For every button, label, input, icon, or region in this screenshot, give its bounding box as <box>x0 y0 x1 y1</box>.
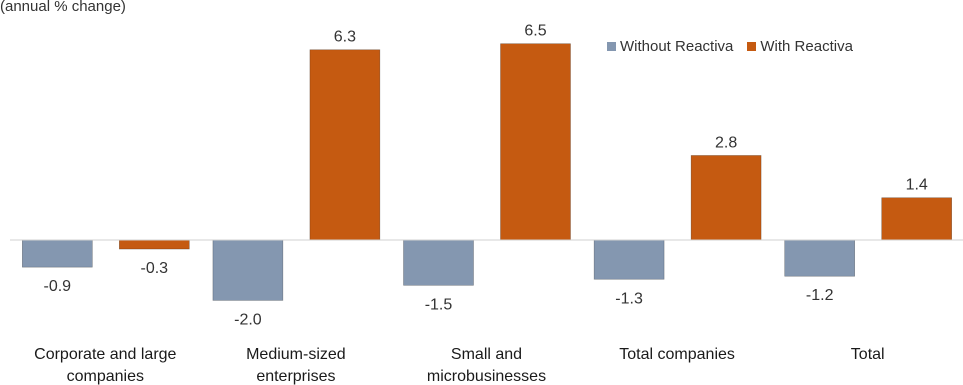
data-label-series0-cat0: -0.9 <box>44 278 72 295</box>
legend-swatch-with-reactiva <box>747 42 757 51</box>
data-label-series0-cat2: -1.5 <box>425 296 453 313</box>
bar-series1-cat1 <box>309 49 381 241</box>
category-label-0-line0: Corporate and large <box>34 346 176 363</box>
data-label-series1-cat4: 1.4 <box>906 177 928 194</box>
category-label-1-line1: enterprises <box>256 368 335 385</box>
data-label-series0-cat3: -1.3 <box>615 290 643 307</box>
category-label-2-line0: Small and <box>451 346 522 363</box>
data-label-series1-cat3: 2.8 <box>715 134 737 151</box>
category-label-0-line1: companies <box>67 368 144 385</box>
bar-series0-cat0 <box>21 239 93 268</box>
bar-series0-cat1 <box>212 239 284 301</box>
data-label-series0-cat1: -2.0 <box>234 311 262 328</box>
chart-legend: Without Reactiva With Reactiva <box>607 38 867 55</box>
bar-series1-cat4 <box>881 197 953 241</box>
bar-series0-cat3 <box>593 239 665 280</box>
chart-subtitle: (annual % change) <box>0 0 126 15</box>
legend-item-with-reactiva: With Reactiva <box>747 38 853 55</box>
data-label-series1-cat0: -0.3 <box>141 260 169 277</box>
data-label-series1-cat2: 6.5 <box>524 23 546 40</box>
legend-label-with-reactiva: With Reactiva <box>760 38 853 55</box>
bar-series1-cat0 <box>119 239 190 250</box>
category-label-4-line0: Total <box>851 346 885 363</box>
category-label-2-line1: microbusinesses <box>427 368 546 385</box>
legend-item-without-reactiva: Without Reactiva <box>607 38 733 55</box>
category-label-3-line0: Total companies <box>619 346 735 363</box>
category-label-1-line0: Medium-sized <box>246 346 346 363</box>
bar-series1-cat3 <box>690 155 762 241</box>
legend-label-without-reactiva: Without Reactiva <box>620 38 734 55</box>
data-label-series1-cat1: 6.3 <box>334 29 356 46</box>
bar-series0-cat2 <box>403 239 474 286</box>
bar-series1-cat2 <box>500 43 571 241</box>
data-label-series0-cat4: -1.2 <box>806 287 834 304</box>
legend-swatch-without-reactiva <box>607 42 616 51</box>
bar-series0-cat4 <box>784 239 856 277</box>
